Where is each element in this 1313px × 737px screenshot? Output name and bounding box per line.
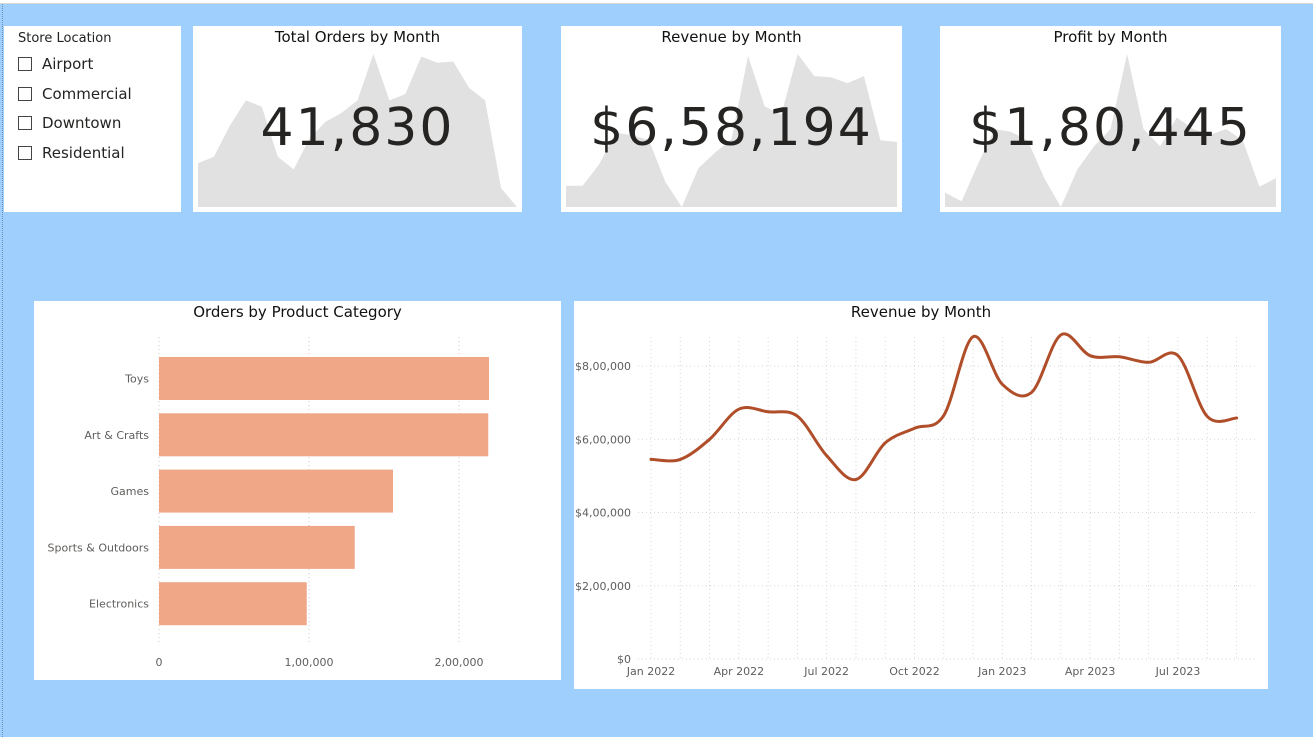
- slicer-item-label: Downtown: [42, 114, 122, 132]
- kpi-title: Total Orders by Month: [274, 28, 441, 46]
- revenue-by-month-chart[interactable]: Revenue by Month $0 $2,00,000 $4,00,000 $6,…: [574, 301, 1268, 689]
- sparkline-total-orders: [198, 54, 517, 207]
- slicer-title: Store Location: [18, 31, 112, 46]
- checkbox[interactable]: [18, 57, 32, 71]
- canvas-border: [2, 4, 3, 737]
- slicer-item-residential[interactable]: Residential: [18, 144, 168, 166]
- kpi-value: 41,830: [260, 98, 455, 158]
- sparkline-area: [945, 54, 1276, 207]
- x-tick-label: Jul 2023: [1155, 665, 1201, 678]
- slicer-item-downtown[interactable]: Downtown: [18, 114, 168, 136]
- line-chart-plot: $0 $2,00,000 $4,00,000 $6,00,000 $8,00,000 Ja…: [575, 332, 1258, 678]
- category-label: Games: [111, 485, 150, 498]
- category-label: Toys: [124, 373, 149, 386]
- category-label: Art & Crafts: [84, 429, 149, 442]
- x-tick-label: Jan 2022: [626, 665, 675, 678]
- y-tick-label: $2,00,000: [575, 580, 631, 593]
- y-tick-label: $0: [617, 653, 631, 666]
- bar-chart-plot: 0 1,00,000 2,00,000 Toys Art & Crafts Games Sp…: [48, 337, 489, 669]
- sparkline-profit: [945, 54, 1276, 207]
- bar: [159, 357, 489, 400]
- x-tick-label: Apr 2022: [714, 665, 765, 678]
- sparkline-revenue: [566, 54, 897, 207]
- category-label: Sports & Outdoors: [48, 541, 150, 554]
- bar: [159, 525, 355, 569]
- category-label: Electronics: [89, 598, 149, 611]
- checkbox[interactable]: [18, 146, 32, 160]
- kpi-card-revenue[interactable]: Revenue by Month $6,58,194: [561, 26, 902, 212]
- checkbox[interactable]: [18, 116, 32, 130]
- kpi-card-profit[interactable]: Profit by Month $1,80,445: [940, 26, 1281, 212]
- x-tick-label: 0: [156, 656, 163, 669]
- bar: [159, 413, 489, 457]
- y-tick-label: $6,00,000: [575, 433, 631, 446]
- slicer-item-label: Airport: [42, 55, 94, 73]
- store-location-slicer: Store Location Airport Commercial Downto…: [4, 26, 181, 212]
- kpi-value: $6,58,194: [590, 98, 873, 158]
- kpi-title: Profit by Month: [1053, 28, 1168, 46]
- slicer-item-commercial[interactable]: Commercial: [18, 85, 168, 107]
- chart-title: Orders by Product Category: [193, 303, 402, 321]
- top-toolbar-strip: [0, 0, 1313, 4]
- x-tick-label: Apr 2023: [1065, 665, 1116, 678]
- x-tick-label: Oct 2022: [889, 665, 940, 678]
- sparkline-area: [198, 54, 517, 207]
- slicer-item-label: Residential: [42, 144, 125, 162]
- sparkline-area: [566, 54, 897, 207]
- bar: [159, 469, 393, 513]
- y-tick-label: $8,00,000: [575, 360, 631, 373]
- slicer-item-airport[interactable]: Airport: [18, 55, 168, 77]
- x-tick-label: Jan 2023: [977, 665, 1026, 678]
- bar: [159, 582, 307, 626]
- orders-by-category-chart[interactable]: Orders by Product Category 0 1,00,000 2,00…: [34, 301, 561, 680]
- slicer-item-label: Commercial: [42, 85, 132, 103]
- x-tick-label: 1,00,000: [285, 656, 334, 669]
- kpi-value: $1,80,445: [969, 98, 1252, 158]
- x-tick-label: Jul 2022: [803, 665, 849, 678]
- kpi-title: Revenue by Month: [661, 28, 802, 46]
- checkbox[interactable]: [18, 87, 32, 101]
- kpi-card-total-orders[interactable]: Total Orders by Month 41,830: [193, 26, 522, 212]
- revenue-series-line: [649, 332, 1239, 482]
- y-tick-label: $4,00,000: [575, 507, 631, 520]
- chart-title: Revenue by Month: [850, 303, 992, 321]
- x-tick-label: 2,00,000: [435, 656, 484, 669]
